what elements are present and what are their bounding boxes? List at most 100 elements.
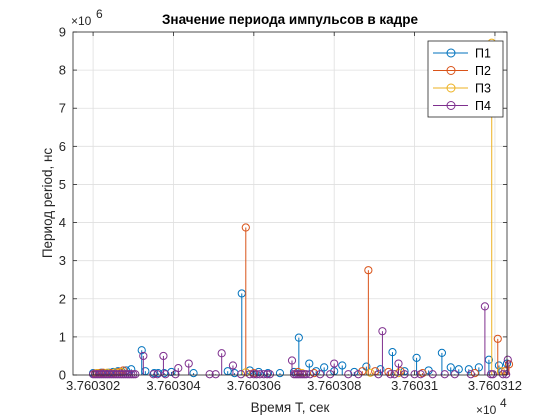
x-tick-label: 3.76031 — [391, 378, 438, 393]
stem-marker — [364, 266, 373, 275]
stem-marker — [486, 370, 496, 379]
x-tick-label: 3.760306 — [227, 378, 281, 393]
stem-marker — [249, 370, 258, 379]
y-tick-label: 6 — [59, 139, 66, 154]
legend-entry: П4 — [433, 99, 491, 113]
legend-box — [427, 40, 504, 118]
stem-marker — [230, 368, 239, 378]
stem-marker — [305, 370, 315, 379]
x-exponent-base: ×10 — [476, 403, 497, 417]
stem-marker — [488, 370, 498, 379]
y-tick-label: 9 — [59, 25, 66, 40]
stem-marker — [376, 365, 385, 374]
legend-label: П1 — [475, 47, 491, 61]
stem-marker — [262, 370, 272, 379]
x-tick-label: 3.760308 — [307, 378, 361, 393]
stem-marker — [305, 359, 314, 368]
stem-marker — [344, 370, 353, 379]
stem-marker — [161, 370, 170, 379]
stem-marker — [137, 346, 146, 355]
y-tick-label: 5 — [59, 177, 66, 192]
stem-marker — [263, 368, 272, 378]
stem-marker — [366, 368, 375, 377]
stem-marker — [211, 370, 220, 379]
stem-marker — [287, 356, 297, 365]
legend-entry: П3 — [433, 82, 491, 96]
y-tick-label: 3 — [59, 253, 66, 268]
stem-marker — [320, 363, 329, 372]
stem-marker — [205, 370, 214, 379]
x-axis-label: Время T, сек — [251, 400, 330, 415]
stem-marker — [466, 370, 475, 379]
chart-title: Значение периода импульсов в кадре — [162, 12, 419, 27]
stem-marker — [394, 359, 403, 368]
legend-swatch-marker — [446, 83, 456, 93]
stem-marker — [428, 370, 437, 379]
legend-swatch-marker — [446, 48, 456, 58]
stem-marker — [493, 334, 502, 343]
stem-marker — [494, 361, 504, 370]
stem-marker — [310, 368, 319, 378]
legend: П1 П2 П3 П4 — [427, 40, 504, 118]
stem-marker — [241, 223, 250, 232]
y-tick-label: 8 — [59, 63, 66, 78]
axis-ticks: 3.760302 3.760304 3.760306 3.760308 3.76031 3… — [59, 25, 522, 394]
stem-marker — [275, 368, 285, 378]
stem-marker — [503, 355, 512, 364]
stem-marker — [131, 370, 140, 379]
stem-marker — [299, 370, 309, 379]
legend-entry: П2 — [433, 64, 491, 78]
stem-marker — [127, 365, 136, 374]
stem-marker — [418, 368, 427, 378]
stem-marker — [416, 370, 425, 379]
stem-marker — [129, 370, 138, 379]
stem-marker — [437, 348, 446, 357]
stem-marker — [338, 361, 347, 370]
axes-box — [72, 31, 508, 376]
legend-swatch-marker — [446, 66, 456, 75]
stem-marker — [236, 370, 246, 379]
x-exponent: ×10 4 — [476, 396, 507, 417]
stem-marker — [330, 359, 339, 368]
stem-marker — [378, 327, 387, 336]
stem-marker — [388, 348, 397, 357]
x-exponent-power: 4 — [500, 396, 507, 410]
y-tick-label: 0 — [59, 368, 66, 383]
stem-marker — [410, 370, 419, 379]
stem-marker — [446, 363, 455, 372]
stem-marker — [189, 368, 198, 378]
stem-marker — [440, 370, 449, 379]
stem-marker — [464, 365, 473, 374]
stem-marker — [504, 360, 514, 369]
y-exponent-power: 6 — [96, 7, 103, 21]
x-tick-label: 3.760312 — [468, 378, 522, 393]
stem-marker — [174, 364, 183, 373]
y-exponent: ×10 6 — [71, 7, 103, 28]
stem-marker — [454, 365, 463, 374]
y-axis-label: Период period, нс — [40, 148, 55, 259]
stem-marker — [470, 368, 479, 378]
stem-marker — [354, 370, 363, 379]
stem-marker — [228, 361, 238, 370]
legend-entry: П1 — [433, 47, 491, 61]
stem-marker — [400, 370, 409, 379]
y-exponent-base: ×10 — [71, 14, 92, 28]
legend-label: П4 — [475, 99, 491, 113]
legend-label: П2 — [475, 64, 491, 78]
stem-marker — [316, 370, 325, 379]
stem-marker — [139, 351, 148, 361]
stem-marker — [412, 353, 421, 362]
stem-marker — [450, 370, 459, 379]
stem-marker — [294, 333, 303, 342]
stem-marker — [474, 363, 483, 372]
y-tick-label: 7 — [59, 101, 66, 116]
stem-marker — [362, 362, 371, 371]
stem-marker — [265, 370, 275, 379]
x-tick-label: 3.760302 — [66, 378, 120, 393]
stem-marker — [241, 368, 250, 377]
legend-swatch-marker — [446, 101, 456, 110]
y-tick-label: 2 — [59, 291, 66, 306]
stem-marker — [153, 370, 162, 379]
stem-marker — [184, 359, 193, 368]
